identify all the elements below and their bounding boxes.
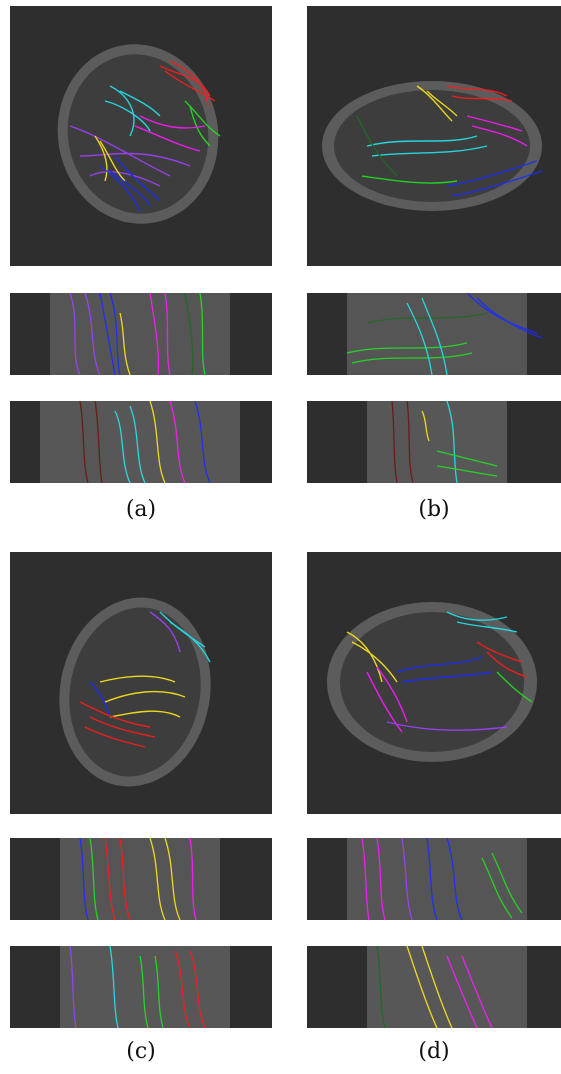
panel-b-axial-image [322, 81, 543, 211]
panel-c-coronal-image [60, 838, 220, 920]
panel-d-sagittal [307, 946, 561, 1028]
panel-a-coronal-image [50, 293, 230, 375]
caption-b: (b) [418, 497, 450, 522]
panel-b-coronal-image [346, 293, 543, 375]
panel-c-sagittal-image [60, 946, 230, 1028]
caption-d: (d) [418, 1039, 450, 1064]
panel-d-coronal-image [347, 838, 527, 920]
caption-a: (a) [125, 497, 157, 522]
panel-c-axial [10, 552, 272, 814]
panel-a-sagittal-image [40, 401, 240, 483]
panel-d-coronal [307, 838, 561, 920]
panel-b-axial [307, 6, 561, 266]
panel-a-axial-image [57, 44, 221, 224]
panel-b-coronal [307, 293, 561, 375]
panel-c-axial-image [59, 597, 211, 787]
panel-b-sagittal [307, 401, 561, 483]
panel-c-coronal [10, 838, 272, 920]
panel-d-axial-image [327, 602, 537, 762]
panel-a-sagittal [10, 401, 272, 483]
panel-a-axial [10, 6, 272, 266]
panel-a-coronal [10, 293, 272, 375]
panel-d-sagittal-image [367, 946, 527, 1028]
panel-c-sagittal [10, 946, 272, 1028]
panel-d-axial [307, 552, 561, 814]
caption-c: (c) [126, 1039, 156, 1064]
panel-b-sagittal-image [367, 401, 507, 483]
